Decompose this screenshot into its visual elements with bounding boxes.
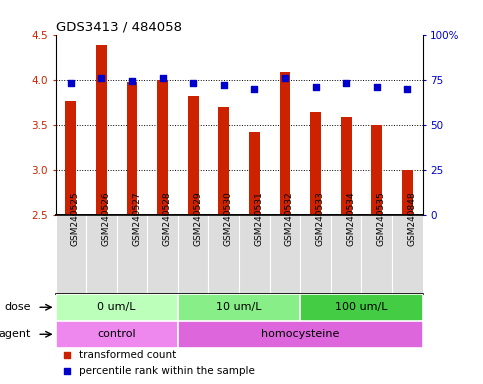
Bar bbox=[402, 170, 412, 215]
Bar bbox=[249, 132, 260, 215]
Point bbox=[63, 352, 71, 358]
Text: GSM240526: GSM240526 bbox=[101, 191, 111, 246]
Text: 100 um/L: 100 um/L bbox=[335, 302, 388, 312]
Bar bbox=[86, 215, 117, 294]
Text: GSM240848: GSM240848 bbox=[407, 191, 416, 246]
Text: GDS3413 / 484058: GDS3413 / 484058 bbox=[56, 20, 182, 33]
Bar bbox=[96, 45, 107, 215]
Point bbox=[251, 86, 258, 92]
Text: dose: dose bbox=[4, 302, 31, 312]
Point bbox=[189, 80, 197, 86]
Text: GSM240527: GSM240527 bbox=[132, 191, 141, 246]
Bar bbox=[280, 72, 290, 215]
Bar bbox=[188, 96, 199, 215]
Text: control: control bbox=[98, 329, 136, 339]
Bar bbox=[361, 215, 392, 294]
Text: GSM240533: GSM240533 bbox=[315, 191, 325, 246]
Bar bbox=[178, 294, 300, 321]
Text: 10 um/L: 10 um/L bbox=[216, 302, 262, 312]
Text: transformed count: transformed count bbox=[79, 350, 177, 360]
Point bbox=[159, 74, 167, 81]
Bar bbox=[56, 294, 178, 321]
Point bbox=[403, 86, 411, 92]
Bar bbox=[300, 294, 423, 321]
Text: GSM240525: GSM240525 bbox=[71, 191, 80, 246]
Bar bbox=[56, 321, 178, 348]
Point bbox=[312, 84, 319, 90]
Bar bbox=[218, 108, 229, 215]
Bar bbox=[117, 215, 147, 294]
Text: GSM240532: GSM240532 bbox=[285, 191, 294, 246]
Bar bbox=[178, 215, 209, 294]
Text: GSM240535: GSM240535 bbox=[377, 191, 386, 246]
Point bbox=[281, 74, 289, 81]
Point bbox=[128, 78, 136, 84]
Point bbox=[342, 80, 350, 86]
Text: homocysteine: homocysteine bbox=[261, 329, 340, 339]
Bar bbox=[157, 79, 168, 215]
Bar bbox=[371, 126, 382, 215]
Text: GSM240530: GSM240530 bbox=[224, 191, 233, 246]
Text: GSM240528: GSM240528 bbox=[163, 191, 171, 246]
Bar bbox=[178, 321, 423, 348]
Bar bbox=[66, 101, 76, 215]
Text: GSM240534: GSM240534 bbox=[346, 191, 355, 246]
Bar bbox=[341, 118, 352, 215]
Text: GSM240531: GSM240531 bbox=[255, 191, 263, 246]
Bar bbox=[127, 82, 137, 215]
Text: percentile rank within the sample: percentile rank within the sample bbox=[79, 366, 256, 376]
Bar bbox=[331, 215, 361, 294]
Bar bbox=[300, 215, 331, 294]
Text: GSM240529: GSM240529 bbox=[193, 191, 202, 246]
Bar bbox=[270, 215, 300, 294]
Bar bbox=[392, 215, 423, 294]
Bar bbox=[147, 215, 178, 294]
Bar bbox=[310, 112, 321, 215]
Point bbox=[67, 80, 75, 86]
Bar bbox=[239, 215, 270, 294]
Point bbox=[63, 368, 71, 374]
Point bbox=[98, 74, 105, 81]
Text: agent: agent bbox=[0, 329, 31, 339]
Point bbox=[373, 84, 381, 90]
Text: 0 um/L: 0 um/L bbox=[98, 302, 136, 312]
Bar bbox=[209, 215, 239, 294]
Point bbox=[220, 82, 227, 88]
Bar bbox=[56, 215, 86, 294]
